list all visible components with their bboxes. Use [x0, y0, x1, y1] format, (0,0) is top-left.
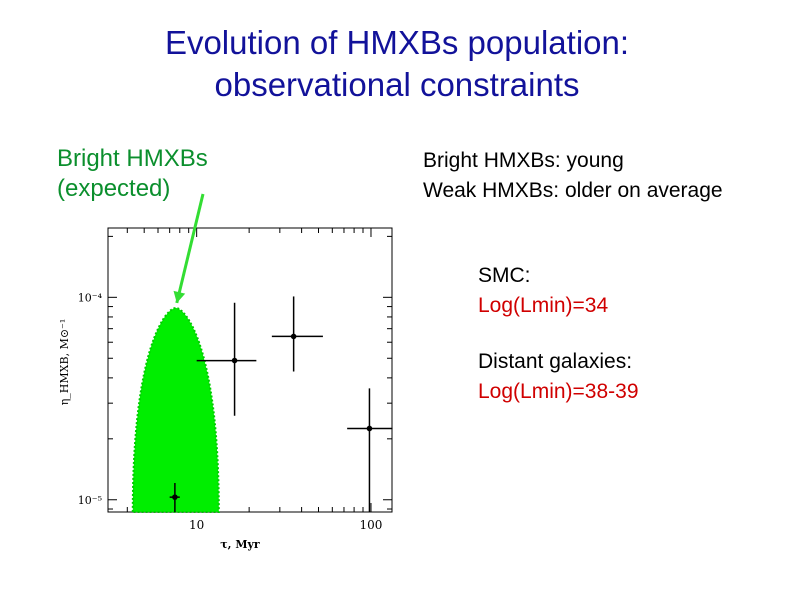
plot-frame	[107, 227, 393, 513]
summary-text: Bright HMXBs: young Weak HMXBs: older on…	[423, 146, 723, 206]
summary-line-older: Weak HMXBs: older on average	[423, 179, 723, 202]
x-axis-label: τ, Myr	[220, 538, 260, 551]
point-marker	[172, 494, 178, 500]
y-axis-label: η_HMXB, M⊙⁻¹	[58, 319, 71, 406]
bright-hmxbs-label: Bright HMXBs (expected)	[57, 144, 208, 204]
data-point	[271, 296, 323, 372]
title-line-2: observational constraints	[214, 66, 580, 103]
x-tick-label: 10	[189, 518, 204, 532]
bright-hmxbs-label-line-1: Bright HMXBs	[57, 145, 208, 172]
bright-hmxbs-region	[131, 306, 220, 513]
summary-line-young: Bright HMXBs: young	[423, 149, 624, 172]
data-point	[347, 388, 393, 512]
smc-label: SMC:	[478, 264, 531, 287]
smc-lmin-value: Log(Lmin)=34	[478, 294, 609, 317]
x-tick-label: 100	[360, 518, 383, 532]
distant-galaxies-lmin-value: Log(Lmin)=38-39	[478, 380, 639, 403]
y-tick-label: 10⁻⁵	[78, 494, 102, 507]
slide-title: Evolution of HMXBs population: observati…	[0, 22, 794, 106]
data-point	[169, 482, 180, 512]
distant-galaxies-info: Distant galaxies: Log(Lmin)=38-39	[478, 347, 639, 407]
arrow-shaft	[175, 193, 205, 304]
bright-hmxbs-label-line-2: (expected)	[57, 175, 171, 202]
data-point	[196, 302, 257, 416]
title-line-1: Evolution of HMXBs population:	[164, 24, 630, 61]
distant-galaxies-label: Distant galaxies:	[478, 350, 633, 373]
smc-info: SMC: Log(Lmin)=34	[478, 261, 608, 321]
point-marker	[366, 425, 373, 432]
point-marker	[290, 333, 297, 340]
arrow-head	[173, 290, 186, 303]
y-tick-label: 10⁻⁴	[78, 291, 103, 304]
point-marker	[231, 357, 238, 364]
